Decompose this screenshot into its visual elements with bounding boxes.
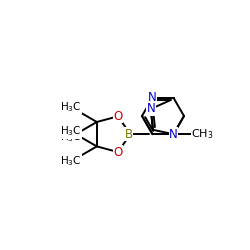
Text: H$_3$C: H$_3$C (60, 154, 82, 168)
Text: CH$_3$: CH$_3$ (191, 127, 214, 141)
Text: H$_3$C: H$_3$C (60, 130, 82, 144)
Text: B: B (124, 128, 132, 141)
Text: O: O (113, 110, 122, 123)
Text: N: N (148, 91, 157, 104)
Text: H$_3$C: H$_3$C (60, 100, 82, 114)
Text: N: N (146, 102, 155, 116)
Text: H$_3$C: H$_3$C (60, 124, 82, 138)
Text: O: O (113, 146, 122, 158)
Text: N: N (169, 128, 178, 141)
